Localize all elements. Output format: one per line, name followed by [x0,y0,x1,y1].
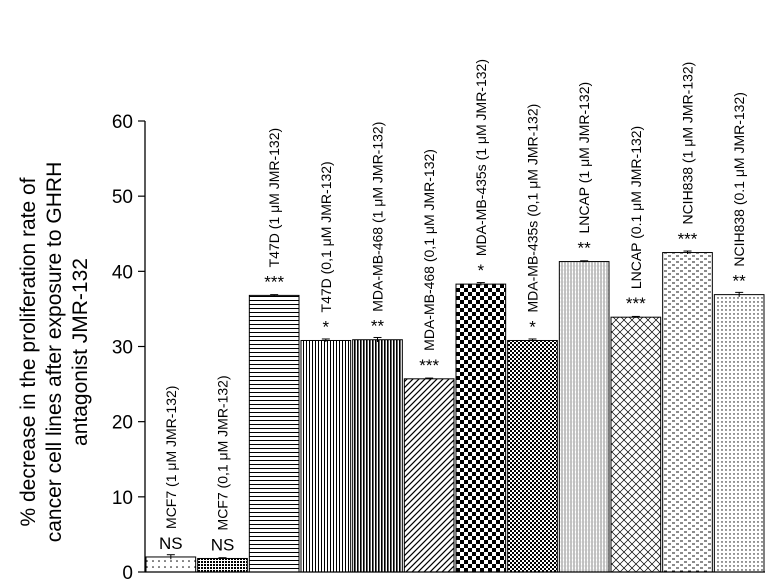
category-label: MDA-MB-468 (0,1 μM JMR-132) [421,149,437,351]
category-label: MDA-MB-435s (1 μM JMR-132) [473,59,489,256]
significance-label: * [478,261,485,280]
significance-label: * [323,317,330,336]
y-tick-label: 50 [112,187,133,208]
significance-label: *** [419,356,439,375]
significance-label: NS [159,534,183,553]
y-tick-label: 40 [112,262,133,283]
y-axis-title-line-2: cancer cell lines after exposure to GHRH [43,162,66,543]
category-label: NCIH838 (1 μM JMR-132) [680,62,696,225]
y-axis: 0 10 20 30 40 50 60 [112,112,145,579]
bar [713,294,765,573]
category-label: MCF7 (1 μM JMR-132) [163,386,179,529]
bar [352,339,403,573]
significance-label: ** [733,272,747,291]
y-axis-title-line-1: % decrease in the proliferation rate of [17,177,40,526]
category-label: NCIH838 (0.1 μM JMR-132) [731,92,747,267]
category-label: MDA-MB-435s (0,1 μM JMR-132) [525,104,541,313]
significance-label: ** [371,317,385,336]
bars: NS MCF7 (1 μM JMR-132) NS MCF7 (0,1 μM JMR-… [145,59,765,573]
y-tick-label: 20 [112,413,133,434]
bar [300,339,352,573]
category-label: T47D (0,1 μM JMR-132) [318,161,334,312]
significance-label: NS [211,535,235,554]
bar [662,252,713,573]
significance-label: *** [626,294,646,313]
category-label: T47D (1 μM JMR-132) [266,128,282,268]
bar [248,294,300,573]
significance-label: ** [578,239,592,258]
bar [610,316,662,573]
y-tick-label: 0 [122,563,133,579]
y-axis-title: % decrease in the proliferation rate of … [17,162,92,543]
category-label: MCF7 (0,1 μM JMR-132) [215,375,231,530]
bar [403,378,455,573]
bar [558,261,610,573]
bar [455,283,507,573]
significance-label: * [529,317,536,336]
bar [507,339,558,573]
y-tick-label: 30 [112,338,133,359]
y-axis-title-line-3: antagonist JMR-132 [69,258,92,446]
category-label: LNCAP (1 μM JMR-132) [576,82,592,234]
category-label: MDA-MB-468 (1 μM JMR-132) [370,122,386,312]
category-label: LNCAP (0.1 μM JMR-132) [628,126,644,289]
significance-label: *** [264,272,284,291]
y-tick-label: 60 [112,112,133,133]
significance-label: *** [678,230,698,249]
bar [197,557,248,573]
y-tick-label: 10 [112,488,133,509]
